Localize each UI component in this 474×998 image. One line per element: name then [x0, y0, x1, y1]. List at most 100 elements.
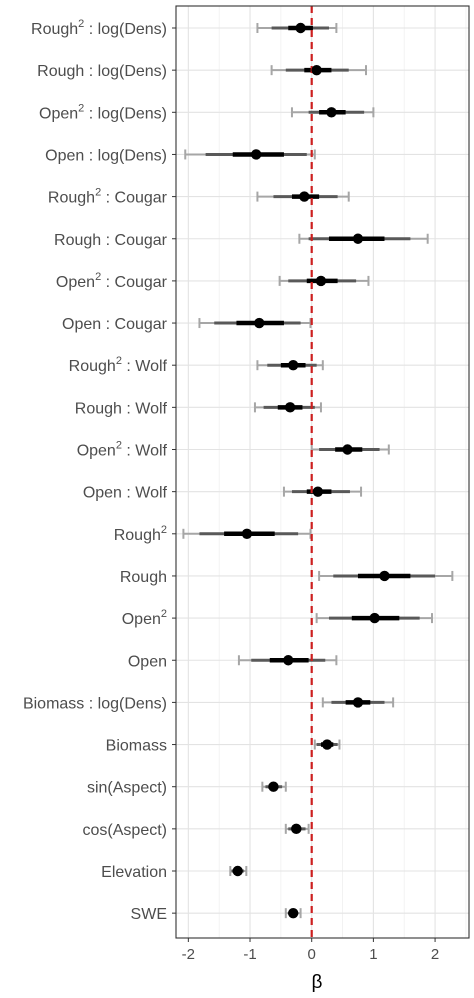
estimate-point	[254, 317, 265, 329]
y-axis-label: Open : Wolf	[83, 485, 168, 502]
y-label-superscript: 2	[95, 187, 101, 199]
y-axis-label: SWE	[131, 906, 167, 923]
x-tick-label: -2	[182, 946, 195, 963]
y-label-suffix: : log(Dens)	[84, 63, 167, 80]
y-label-base: Biomass	[106, 738, 167, 755]
x-tick-label: 2	[431, 946, 439, 963]
y-label-superscript: 2	[78, 18, 84, 30]
panel-background	[176, 6, 469, 938]
estimate-point	[312, 486, 324, 497]
y-axis-label: Open2 : Cougar	[56, 271, 168, 291]
y-label-base: Open	[45, 147, 84, 164]
y-axis-label: Rough : Wolf	[75, 400, 168, 417]
y-label-superscript: 2	[116, 440, 122, 452]
y-axis-label: Biomass : log(Dens)	[23, 695, 167, 712]
y-label-base: Open	[39, 105, 78, 122]
y-label-base: Rough	[75, 400, 122, 417]
estimate-points	[232, 22, 390, 919]
y-axis-label: sin(Aspect)	[87, 780, 167, 797]
y-label-superscript: 2	[78, 102, 84, 114]
x-tick-label: 0	[308, 946, 316, 963]
y-label-base: sin(Aspect)	[87, 780, 167, 797]
x-axis: -2 -1 0 1 2	[182, 938, 439, 963]
estimate-point	[369, 612, 380, 624]
y-label-base: Open	[56, 274, 95, 291]
estimate-point	[352, 697, 364, 708]
estimate-point	[291, 823, 302, 835]
y-label-suffix: : Wolf	[122, 358, 168, 375]
y-axis-label: Open : Cougar	[62, 316, 168, 333]
y-label-suffix: : log(Dens)	[84, 147, 167, 164]
y-label-base: cos(Aspect)	[83, 822, 167, 839]
x-axis-title: β	[312, 972, 323, 993]
estimate-point	[315, 275, 327, 287]
y-axis-label: Rough	[120, 569, 167, 586]
panel-border	[175, 5, 470, 939]
y-label-suffix: : Wolf	[122, 443, 168, 460]
estimate-point	[283, 655, 294, 666]
y-axis-label: Rough : Cougar	[54, 232, 168, 249]
estimate-point	[232, 865, 243, 877]
estimate-point	[295, 22, 306, 34]
estimate-point	[284, 402, 296, 413]
estimate-point	[288, 907, 299, 919]
y-label-superscript: 2	[161, 608, 167, 620]
y-label-base: Open	[77, 443, 116, 460]
y-label-base: Open	[62, 316, 101, 333]
y-label-suffix: : Cougar	[101, 232, 167, 249]
y-axis-label: Rough2	[114, 524, 167, 544]
estimate-point	[342, 444, 353, 455]
estimate-point	[379, 570, 390, 582]
y-axis-label: Elevation	[101, 864, 167, 881]
y-label-base: Rough	[31, 21, 78, 38]
y-label-suffix: : Cougar	[101, 274, 167, 291]
y-label-suffix: : log(Dens)	[84, 695, 167, 712]
y-axis-label: Rough2 : Wolf	[69, 355, 168, 375]
y-label-base: Open	[83, 485, 122, 502]
estimate-point	[311, 64, 322, 76]
y-axis-label: Open2 : log(Dens)	[39, 102, 167, 122]
y-label-base: Rough	[48, 190, 95, 207]
grid-major	[187, 6, 436, 938]
y-label-suffix: : Wolf	[122, 485, 168, 502]
y-label-suffix: : log(Dens)	[84, 21, 167, 38]
y-label-base: Open	[122, 611, 161, 628]
y-axis-label: Open : log(Dens)	[45, 147, 167, 164]
x-tick-label: 1	[369, 946, 377, 963]
y-label-superscript: 2	[161, 524, 167, 536]
estimate-point	[326, 107, 337, 118]
y-label-suffix: : Wolf	[122, 400, 168, 417]
y-label-base: Rough	[114, 527, 161, 544]
estimate-point	[268, 781, 279, 792]
y-axis-label: Rough2 : Cougar	[48, 187, 168, 207]
grid-minor	[218, 6, 467, 938]
y-label-superscript: 2	[95, 271, 101, 283]
y-label-base: Open	[128, 653, 167, 670]
y-label-base: Biomass	[23, 695, 84, 712]
estimate-point	[241, 528, 253, 539]
y-axis-label: Rough : log(Dens)	[37, 63, 167, 80]
estimate-point	[352, 233, 364, 244]
y-axis-label: cos(Aspect)	[83, 822, 167, 839]
y-label-suffix: : Cougar	[101, 316, 167, 333]
y-label-base: Rough	[69, 358, 116, 375]
y-label-superscript: 2	[116, 355, 122, 367]
y-label-suffix: : Cougar	[101, 190, 167, 207]
y-axis-label: Open2 : Wolf	[77, 440, 168, 460]
estimate-point	[250, 149, 262, 160]
estimate-point	[288, 360, 299, 371]
estimate-point	[299, 191, 310, 202]
y-label-base: SWE	[131, 906, 167, 923]
y-axis-label: Open2	[122, 608, 167, 628]
y-label-base: Rough	[120, 569, 167, 586]
y-axis-label: Biomass	[106, 738, 167, 755]
x-tick-label: -1	[243, 946, 256, 963]
estimate-point	[321, 739, 333, 750]
y-axis-label: Rough2 : log(Dens)	[31, 18, 167, 38]
y-label-base: Rough	[37, 63, 84, 80]
y-label-suffix: : log(Dens)	[84, 105, 167, 122]
y-axis-labels: Rough2 : log(Dens)Rough : log(Dens)Open2…	[23, 18, 168, 923]
y-label-base: Rough	[54, 232, 101, 249]
y-label-base: Elevation	[101, 864, 167, 881]
